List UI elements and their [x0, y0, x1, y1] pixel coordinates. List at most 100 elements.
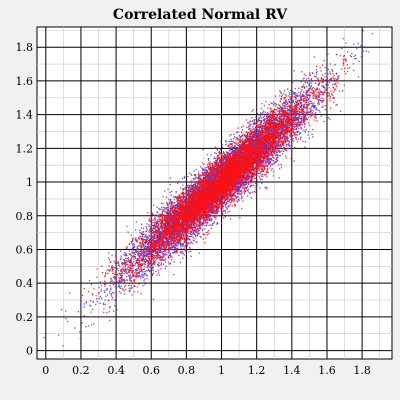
- scatter-point: [309, 100, 311, 103]
- scatter-point: [229, 194, 232, 197]
- scatter-point: [129, 275, 131, 277]
- scatter-point: [228, 156, 230, 159]
- scatter-point: [129, 290, 131, 292]
- scatter-point: [188, 239, 191, 241]
- scatter-point: [167, 245, 169, 247]
- scatter-point: [198, 229, 200, 232]
- scatter-point: [287, 88, 289, 90]
- scatter-point: [268, 163, 270, 165]
- scatter-point: [149, 230, 151, 233]
- scatter-point: [275, 157, 278, 159]
- scatter-point: [118, 262, 120, 264]
- scatter-point: [214, 146, 217, 148]
- scatter-point: [198, 189, 201, 191]
- scatter-point: [231, 145, 233, 147]
- scatter-point: [306, 108, 308, 110]
- scatter-point: [113, 292, 115, 294]
- scatter-point: [248, 183, 250, 186]
- scatter-point: [258, 130, 260, 132]
- scatter-point: [309, 82, 311, 84]
- scatter-point: [226, 161, 229, 163]
- scatter-point: [201, 216, 203, 219]
- scatter-point: [158, 236, 160, 238]
- scatter-point: [296, 122, 298, 124]
- scatter-point: [301, 89, 303, 91]
- scatter-point: [184, 199, 187, 201]
- scatter-point: [262, 173, 264, 176]
- scatter-point: [175, 234, 177, 236]
- scatter-point: [156, 249, 158, 251]
- scatter-point: [227, 211, 229, 213]
- scatter-point: [295, 109, 298, 111]
- scatter-point: [268, 104, 270, 106]
- scatter-points: [43, 29, 374, 347]
- scatter-point: [251, 185, 253, 187]
- scatter-point: [112, 266, 114, 269]
- scatter-point: [241, 172, 243, 174]
- scatter-point: [166, 254, 168, 256]
- scatter-point: [288, 112, 290, 114]
- scatter-point: [194, 229, 196, 231]
- scatter-point: [142, 276, 144, 279]
- scatter-point: [273, 140, 275, 142]
- scatter-point: [255, 131, 257, 133]
- scatter-point: [213, 211, 215, 213]
- scatter-point: [135, 275, 137, 277]
- scatter-point: [222, 150, 225, 153]
- scatter-point: [109, 270, 111, 272]
- scatter-point: [305, 118, 307, 121]
- scatter-point: [281, 96, 283, 98]
- scatter-point: [275, 154, 278, 156]
- scatter-point: [152, 224, 154, 227]
- scatter-point: [255, 132, 257, 134]
- scatter-point: [148, 242, 151, 244]
- scatter-point: [213, 202, 215, 204]
- scatter-point: [253, 173, 255, 175]
- scatter-point: [204, 167, 206, 169]
- scatter-point: [173, 211, 175, 213]
- scatter-point: [264, 153, 267, 156]
- scatter-point: [277, 154, 279, 156]
- scatter-point: [323, 98, 325, 100]
- scatter-point: [264, 118, 266, 120]
- scatter-point: [307, 108, 309, 110]
- scatter-point: [214, 204, 216, 206]
- scatter-point: [121, 277, 123, 279]
- scatter-point: [347, 51, 349, 53]
- scatter-point: [282, 145, 284, 147]
- scatter-point: [286, 106, 288, 108]
- scatter-point: [300, 136, 302, 138]
- scatter-point: [280, 166, 283, 168]
- scatter-point: [241, 191, 243, 194]
- scatter-point: [135, 229, 137, 231]
- scatter-point: [142, 238, 144, 240]
- scatter-point: [250, 196, 252, 199]
- scatter-point: [247, 160, 250, 163]
- scatter-point: [185, 197, 187, 199]
- scatter-point: [165, 246, 168, 248]
- scatter-point: [314, 96, 316, 98]
- scatter-point: [275, 138, 277, 140]
- scatter-point: [304, 140, 307, 143]
- scatter-point: [141, 223, 143, 225]
- major-gridlines: [37, 27, 392, 359]
- scatter-point: [143, 274, 146, 276]
- scatter-point: [132, 255, 134, 258]
- scatter-point: [300, 103, 302, 105]
- scatter-point: [153, 240, 155, 243]
- scatter-point: [317, 78, 319, 80]
- scatter-point: [161, 256, 163, 259]
- scatter-point: [229, 154, 232, 157]
- scatter-point: [191, 231, 193, 233]
- scatter-point: [176, 244, 178, 246]
- scatter-point: [171, 208, 174, 211]
- scatter-point: [164, 267, 166, 270]
- scatter-point: [279, 110, 281, 113]
- scatter-point: [315, 75, 317, 78]
- scatter-point: [280, 97, 282, 100]
- scatter-point: [173, 249, 175, 251]
- scatter-point: [170, 194, 172, 196]
- scatter-point: [294, 132, 296, 134]
- scatter-point: [324, 76, 326, 78]
- scatter-point: [259, 157, 261, 159]
